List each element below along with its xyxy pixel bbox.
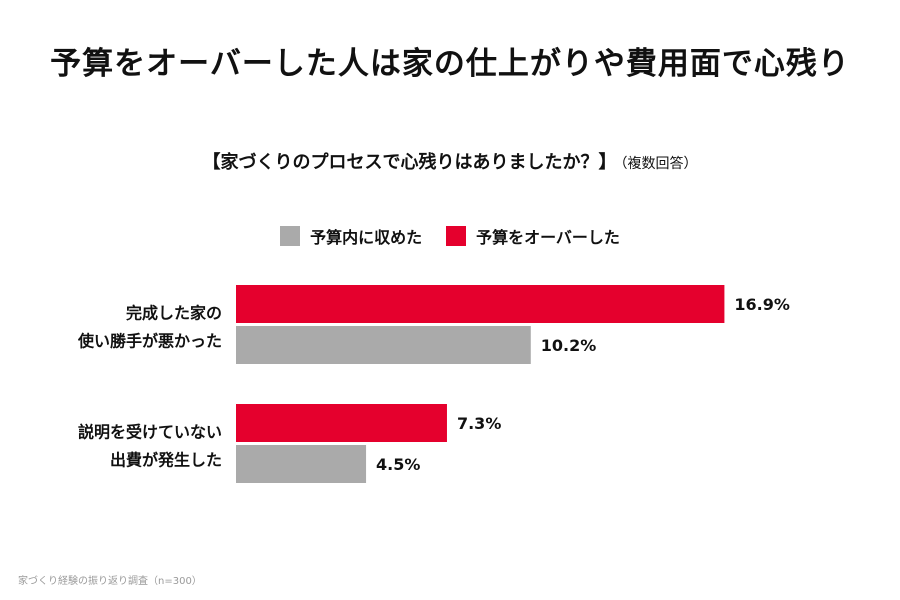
bar-over-budget: [236, 404, 447, 442]
bar-over-budget: [236, 285, 725, 323]
chart-title: 予算をオーバーした人は家の仕上がりや費用面で心残り: [50, 46, 850, 82]
legend-item-within-budget: 予算内に収めた: [280, 224, 422, 248]
chart-subtitle: 【家づくりのプロセスで心残りはありましたか？】 （複数回答）: [0, 148, 900, 174]
bar-within-budget: [236, 326, 531, 364]
legend-swatch-over-budget: [446, 226, 467, 246]
legend-label-within-budget: 予算内に収めた: [310, 228, 423, 247]
category-label: 使い勝手が悪かった: [77, 332, 222, 351]
subtitle-question: 【家づくりのプロセスで心残りはありましたか？】: [202, 152, 617, 173]
data-label: 4.5%: [376, 455, 420, 474]
subtitle-note: （複数回答）: [620, 156, 698, 172]
source-note: 家づくり経験の振り返り調査（n=300）: [18, 576, 202, 587]
category-label: 出費が発生した: [110, 451, 222, 470]
category-label: 完成した家の: [126, 304, 222, 323]
data-label: 7.3%: [457, 414, 501, 433]
legend-label-over-budget: 予算をオーバーした: [476, 228, 620, 247]
data-label: 16.9%: [734, 295, 790, 314]
legend-item-over-budget: 予算をオーバーした: [446, 224, 620, 248]
legend-swatch-within-budget: [280, 226, 301, 246]
data-label: 10.2%: [541, 336, 597, 355]
legend: 予算内に収めた 予算をオーバーした: [0, 224, 900, 248]
bar-within-budget: [236, 445, 367, 483]
category-label: 説明を受けていない: [78, 423, 222, 442]
